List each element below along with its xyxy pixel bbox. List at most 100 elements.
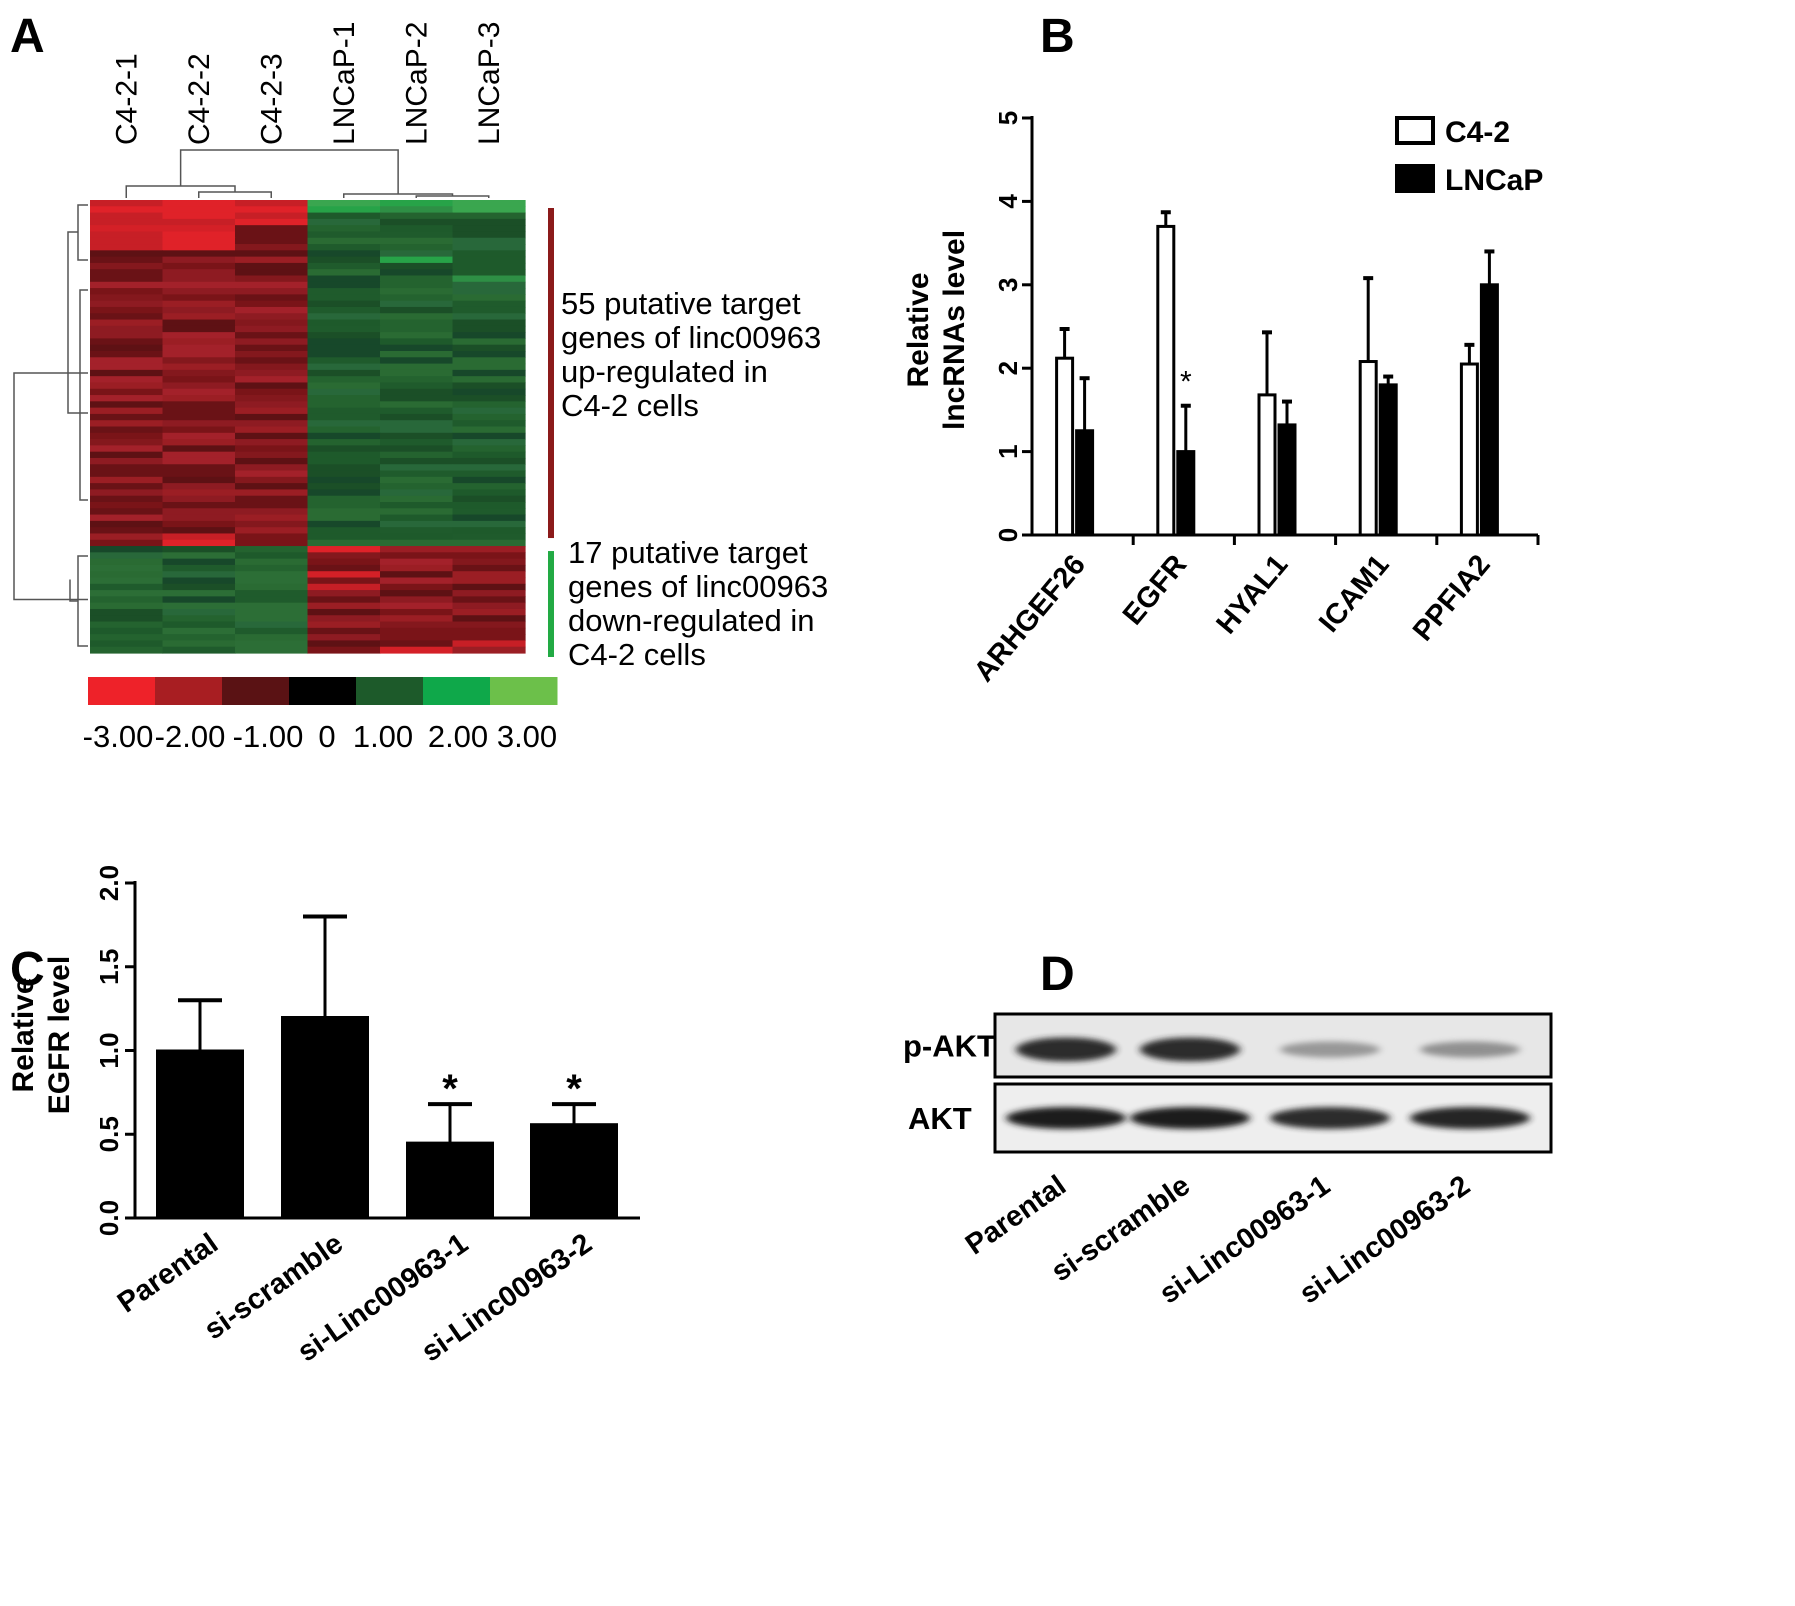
heatmap-cell bbox=[307, 508, 381, 516]
heatmap-cell bbox=[380, 344, 454, 352]
heatmap-cell bbox=[235, 508, 309, 516]
heatmap-cell bbox=[235, 319, 309, 327]
panel-label-d: D bbox=[1040, 948, 1075, 1001]
heatmap-cell bbox=[162, 596, 236, 604]
heatmap-cell bbox=[452, 332, 526, 340]
heatmap-cell bbox=[307, 583, 381, 591]
heatmap-cell bbox=[235, 590, 309, 597]
heatmap-cell bbox=[307, 596, 381, 604]
heatmap-cell bbox=[452, 514, 526, 522]
heatmap-cell bbox=[307, 514, 381, 522]
heatmap-cell bbox=[162, 288, 236, 295]
heatmap-cell bbox=[307, 564, 381, 572]
heatmap-cell bbox=[380, 634, 454, 642]
heatmap-cell bbox=[90, 413, 164, 421]
heatmap-cell bbox=[90, 325, 164, 333]
heatmap-cell bbox=[380, 476, 454, 484]
heatmap-cell bbox=[380, 596, 454, 604]
heatmap-cell bbox=[307, 269, 381, 277]
heatmap-cell bbox=[380, 590, 454, 597]
heatmap-cell bbox=[162, 615, 236, 623]
heatmap-cell bbox=[235, 275, 309, 283]
heatmap-cell bbox=[452, 357, 526, 365]
y-axis-label: Relative bbox=[7, 977, 40, 1092]
annotation-line: genes of linc00963 bbox=[568, 569, 828, 604]
heatmap-cell bbox=[380, 306, 454, 314]
x-category-label: EGFR bbox=[1117, 549, 1193, 631]
heatmap-cell bbox=[162, 608, 236, 616]
heatmap-cell bbox=[162, 338, 236, 346]
heatmap-cell bbox=[307, 558, 381, 566]
blot-band bbox=[1016, 1037, 1116, 1062]
heatmap-cell bbox=[90, 533, 164, 541]
heatmap-cell bbox=[90, 382, 164, 390]
color-scale-tick: 2.00 bbox=[428, 719, 488, 754]
heatmap-cell bbox=[90, 269, 164, 277]
heatmap-cell bbox=[380, 407, 454, 415]
heatmap-cell bbox=[452, 306, 526, 314]
heatmap-cell bbox=[307, 420, 381, 428]
heatmap-cell bbox=[307, 457, 381, 465]
heatmap-cell bbox=[307, 275, 381, 283]
heatmap-cell bbox=[90, 621, 164, 629]
heatmap-cell bbox=[452, 250, 526, 258]
heatmap-cell bbox=[307, 363, 381, 371]
heatmap-cell bbox=[380, 231, 454, 239]
color-scale-tick: -3.00 bbox=[83, 719, 154, 754]
y-tick-label: 0.5 bbox=[94, 1116, 124, 1152]
heatmap-cell bbox=[235, 244, 309, 251]
heatmap-cell bbox=[235, 634, 309, 642]
heatmap-cell bbox=[235, 615, 309, 623]
heatmap-cell bbox=[380, 281, 454, 289]
heatmap-cell bbox=[452, 313, 526, 321]
panel-label-a: A bbox=[10, 10, 45, 63]
heatmap-cell bbox=[235, 237, 309, 245]
heatmap-cell bbox=[380, 464, 454, 472]
heatmap-cell bbox=[235, 369, 309, 377]
heatmap-cell bbox=[90, 388, 164, 396]
heatmap-cell bbox=[90, 476, 164, 484]
heatmap-cell bbox=[162, 244, 236, 251]
heatmap-cell bbox=[380, 395, 454, 402]
significance-star: * bbox=[566, 1067, 582, 1111]
heatmap-cell bbox=[452, 439, 526, 446]
color-scale-swatch bbox=[490, 677, 558, 705]
heatmap-cell bbox=[162, 546, 236, 553]
heatmap-cell bbox=[452, 596, 526, 604]
column-label: LNCaP-2 bbox=[400, 22, 433, 145]
heatmap-cell bbox=[90, 596, 164, 604]
heatmap-cell bbox=[307, 546, 381, 553]
heatmap-cell bbox=[235, 313, 309, 321]
heatmap-cell bbox=[452, 426, 526, 434]
heatmap-cell bbox=[90, 351, 164, 358]
heatmap-cell bbox=[452, 489, 526, 497]
blot-band bbox=[1280, 1041, 1380, 1058]
heatmap-cell bbox=[452, 231, 526, 239]
dendrogram-branch bbox=[415, 195, 490, 198]
x-category-label: ARHGEF26 bbox=[968, 549, 1092, 688]
heatmap-cell bbox=[452, 483, 526, 491]
heatmap-cell bbox=[162, 294, 236, 302]
heatmap-cell bbox=[235, 514, 309, 522]
x-category-label: PPFIA2 bbox=[1407, 549, 1497, 647]
heatmap-cell bbox=[452, 244, 526, 251]
heatmap-cell bbox=[307, 237, 381, 245]
heatmap-cell bbox=[380, 646, 454, 654]
heatmap-cell bbox=[162, 508, 236, 516]
heatmap-cell bbox=[90, 432, 164, 440]
heatmap-cell bbox=[162, 571, 236, 579]
heatmap-cell bbox=[162, 206, 236, 214]
heatmap-cell bbox=[452, 206, 526, 214]
heatmap-cell bbox=[380, 621, 454, 629]
color-scale-swatch bbox=[88, 677, 156, 705]
heatmap-cell bbox=[380, 218, 454, 226]
heatmap-cell bbox=[307, 602, 381, 610]
heatmap-cell bbox=[307, 218, 381, 226]
heatmap-cell bbox=[452, 634, 526, 642]
western-blot: p-AKTAKTParentalsi-scramblesi-Linc00963-… bbox=[903, 1012, 1553, 1310]
group-bar bbox=[548, 551, 554, 657]
heatmap-cell bbox=[90, 206, 164, 214]
heatmap-cell bbox=[235, 338, 309, 346]
heatmap-cell bbox=[452, 288, 526, 295]
